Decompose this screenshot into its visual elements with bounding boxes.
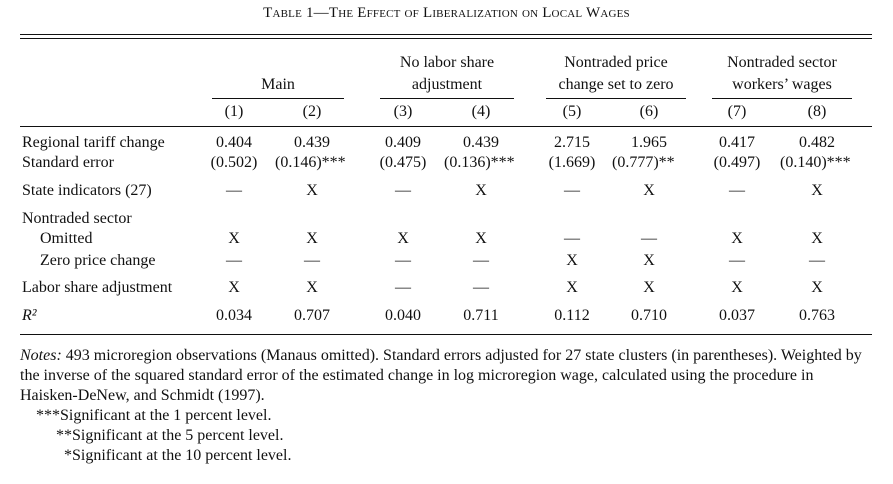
table-cell: (0.475) [379,154,427,171]
significance-10-percent: *Significant at the 10 percent level. [64,447,292,464]
column-header-4: (4) [471,103,491,120]
row-label: Omitted [40,230,93,247]
table-cell: 0.417 [719,134,755,151]
table-cell: X [566,252,578,269]
column-header-7: (7) [727,103,747,120]
table-cell: 0.409 [385,134,421,151]
header-rule [20,126,872,127]
table-cell: (0.502) [210,154,258,171]
row-label: Labor share adjustment [22,279,173,296]
group-header-labor-line2: adjustment [411,76,483,93]
column-header-2: (2) [302,103,322,120]
table-cell: 0.439 [294,134,330,151]
significance-1-percent: ***Significant at the 1 percent level. [36,407,272,424]
table-cell: X [643,182,655,199]
row-label: Regional tariff change [22,134,165,151]
table-cell: (0.777)** [612,154,675,171]
table-cell: 0.439 [463,134,499,151]
table-cell: X [306,279,318,296]
table-cell: 0.404 [216,134,252,151]
table-cell: X [731,279,743,296]
table-cell: 0.710 [631,307,667,324]
table-cell: X [306,230,318,247]
table-cell: — [226,252,242,269]
table-cell: (0.136)*** [444,154,515,171]
group-header-labor-line1: No labor share [399,54,495,71]
bottom-rule [20,334,872,335]
row-label: Standard error [22,154,114,171]
group-rule-workers [712,98,852,99]
table-cell: (0.140)*** [780,154,851,171]
notes-lead: Notes: [20,347,62,364]
group-header-main: Main [261,76,295,93]
table-cell: X [566,279,578,296]
table-cell: X [643,279,655,296]
table-cell: X [397,230,409,247]
table-cell: — [304,252,320,269]
group-header-price-line2: change set to zero [558,76,674,93]
table-cell: 0.707 [294,307,330,324]
table-cell: — [564,182,580,199]
table-cell: — [729,182,745,199]
table-cell: X [475,182,487,199]
row-label: State indicators (27) [22,182,152,199]
table-cell: 0.112 [554,307,590,324]
significance-5-percent: **Significant at the 5 percent level. [56,427,284,444]
table-cell: X [228,279,240,296]
table-cell: 0.482 [799,134,835,151]
table-cell: (0.146)*** [275,154,346,171]
table-cell: — [729,252,745,269]
table-cell: — [564,230,580,247]
notes-paragraph: Notes: 493 microregion observations (Man… [20,346,872,406]
table-cell: X [306,182,318,199]
table-cell: 2.715 [554,134,590,151]
table-cell: — [395,252,411,269]
group-header-workers-line1: Nontraded sector [727,54,837,71]
table-cell: — [395,182,411,199]
table-cell: 0.040 [385,307,421,324]
table-cell: 0.037 [719,307,755,324]
table-cell: — [809,252,825,269]
table-cell: 0.711 [463,307,499,324]
table-cell: X [811,230,823,247]
group-rule-labor [380,98,514,99]
table-cell: 0.034 [216,307,252,324]
top-rule-double [20,38,872,39]
table-cell: X [811,182,823,199]
table-cell: (1.669) [548,154,596,171]
row-label: R² [22,307,37,324]
group-header-workers-line2: workers’ wages [732,76,832,93]
row-label: Zero price change [40,252,156,269]
group-rule-price [546,98,686,99]
table-caption: Table 1—The Effect of Liberalization on … [263,5,630,21]
column-header-3: (3) [393,103,413,120]
table-cell: (0.497) [713,154,761,171]
row-label: Nontraded sector [22,210,132,227]
top-rule [20,34,872,35]
table-cell: — [473,252,489,269]
group-rule-main [212,98,344,99]
table-cell: 0.763 [799,307,835,324]
table-cell: — [226,182,242,199]
notes-text: 493 microregion observations (Manaus omi… [20,347,862,404]
column-header-6: (6) [639,103,659,120]
table-cell: X [731,230,743,247]
table-cell: — [473,279,489,296]
table-cell: X [228,230,240,247]
table-cell: 1.965 [631,134,667,151]
column-header-1: (1) [224,103,244,120]
table-cell: — [641,230,657,247]
table-notes: Notes: 493 microregion observations (Man… [20,346,872,466]
table-cell: X [643,252,655,269]
group-header-price-line1: Nontraded price [564,54,668,71]
table-cell: — [395,279,411,296]
column-header-8: (8) [807,103,827,120]
table-cell: X [475,230,487,247]
column-header-5: (5) [562,103,582,120]
table-cell: X [811,279,823,296]
